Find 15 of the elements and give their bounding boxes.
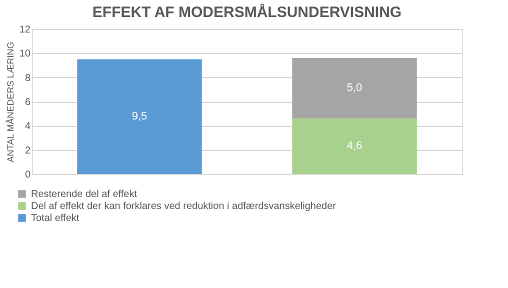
data-label: 4,6	[346, 140, 362, 152]
y-tick-label: 0	[24, 170, 31, 180]
legend-label: Del af effekt der kan forklares ved reduktion i adfærdsvanskeligheder	[31, 201, 337, 212]
legend-label: Resterende del af effekt	[31, 189, 138, 200]
y-tick-label: 12	[19, 24, 31, 36]
chart-title: EFFEKT AF MODERSMÅLSUNDERVISNING	[92, 3, 402, 21]
y-tick-label: 6	[24, 97, 31, 108]
data-label: 5,0	[346, 82, 362, 94]
legend-label: Total effekt	[31, 213, 80, 224]
y-tick-label: 2	[24, 145, 31, 156]
y-tick-label: 4	[24, 121, 31, 132]
y-tick-label: 10	[19, 48, 31, 60]
y-tick-label: 8	[24, 72, 31, 84]
data-label: 9,5	[132, 110, 148, 123]
y-axis-title: ANTAL MÅNEDERS LÆRING	[5, 42, 16, 162]
